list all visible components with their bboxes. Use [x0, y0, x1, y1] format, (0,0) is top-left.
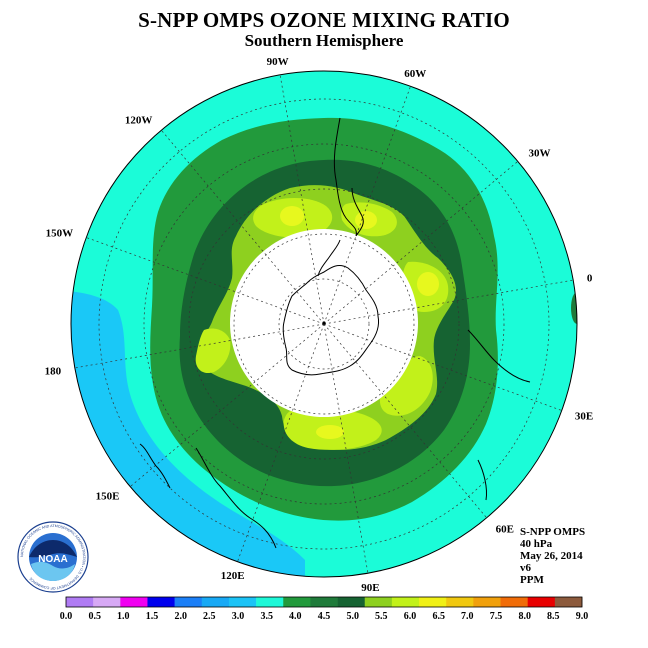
longitude-label: 30W: [529, 147, 551, 159]
color-scale-tick-label: 6.5: [432, 611, 445, 622]
color-scale-swatch: [120, 597, 148, 607]
color-scale-tick-label: 6.0: [404, 611, 417, 622]
color-scale-swatch: [310, 597, 338, 607]
color-scale-swatch: [337, 597, 366, 607]
longitude-label: 0: [587, 273, 593, 285]
latitude-circle: [233, 233, 415, 415]
color-scale-swatch: [527, 597, 556, 607]
color-scale-swatch: [147, 597, 175, 607]
south-pole-marker: [322, 321, 326, 325]
globe-outline: [70, 70, 578, 578]
color-scale-swatch: [500, 597, 528, 607]
color-scale-swatch: [256, 597, 284, 607]
meridian-line: [323, 279, 574, 325]
antarctica-coast: [282, 265, 379, 376]
info-units: PPM: [520, 574, 544, 586]
longitude-label: 180: [45, 365, 62, 377]
latitude-circle: [98, 98, 550, 550]
logo-wave-icon: [31, 561, 75, 581]
color-scale-swatch: [93, 597, 121, 607]
logo-wordmark: NOAA: [38, 554, 67, 565]
color-scale-tick-label: 8.5: [547, 611, 560, 622]
meridian-line: [86, 237, 325, 325]
meridian-line: [323, 86, 411, 325]
info-date: May 26, 2014: [520, 550, 583, 562]
color-scale-swatch: [446, 597, 474, 607]
color-scale-tick-label: 0.0: [60, 611, 73, 622]
meridian-line: [323, 161, 519, 325]
color-scale-tick-label: 8.0: [518, 611, 531, 622]
south-america-coast: [333, 117, 364, 237]
meridian-line: [237, 323, 325, 562]
africa-coast: [467, 329, 531, 383]
color-scale-swatch: [391, 597, 420, 607]
longitude-label: 90E: [361, 582, 379, 594]
australia-coast: [195, 447, 277, 549]
color-scale-swatch: [473, 597, 501, 607]
latitude-circle: [278, 278, 370, 370]
color-scale-tick-label: 4.5: [318, 611, 331, 622]
color-scale-swatch: [66, 597, 94, 607]
longitude-label: 60W: [404, 68, 426, 80]
meridian-line: [323, 323, 487, 519]
color-scale-tick-label: 7.5: [490, 611, 503, 622]
color-scale-tick-label: 4.0: [289, 611, 302, 622]
longitude-label: 120E: [221, 570, 245, 582]
color-scale-tick-label: 0.5: [88, 611, 101, 622]
color-scale-swatch: [201, 597, 230, 607]
latitude-circle: [143, 143, 505, 505]
longitude-label: 150E: [96, 491, 120, 503]
meridian-line: [161, 129, 325, 325]
meridian-line: [74, 323, 325, 369]
color-scale-swatch: [419, 597, 447, 607]
ozone-band-6.0-6.5: [280, 206, 439, 439]
map-subtitle: Southern Hemisphere: [244, 31, 404, 50]
color-scale-tick-label: 1.5: [146, 611, 159, 622]
longitude-label: 60E: [496, 524, 514, 536]
latitude-circle: [188, 188, 460, 460]
info-block: S-NPP OMPS 40 hPa May 26, 2014 v6 PPM: [520, 526, 585, 586]
color-scale-swatch: [283, 597, 311, 607]
noaa-logo: NOAA NATIONAL OCEANIC AND ATMOSPHERIC AD…: [17, 521, 89, 593]
longitude-label: 90W: [267, 56, 289, 68]
color-scale-tick-label: 2.5: [203, 611, 216, 622]
color-scale-tick-label: 7.0: [461, 611, 474, 622]
meridian-line: [323, 323, 562, 411]
longitude-label: 30E: [575, 410, 593, 422]
color-scale-tick-label: 1.0: [117, 611, 130, 622]
antarctic-peninsula: [317, 239, 341, 277]
color-scale-swatch: [174, 597, 203, 607]
info-pressure: 40 hPa: [520, 538, 553, 550]
color-scale-swatch: [228, 597, 257, 607]
coastlines: [139, 117, 531, 549]
color-scale-tick-label: 3.5: [260, 611, 273, 622]
info-instrument: S-NPP OMPS: [520, 526, 586, 538]
graticule: [74, 74, 574, 574]
color-scale-tick-label: 5.5: [375, 611, 388, 622]
nz-coast: [139, 443, 171, 489]
meridian-line: [129, 323, 325, 487]
color-scale: 0.0 0.5 1.0 1.5 2.0 2.5 3.0 3.5 4.0 4.5 5.0 5.5 6.0 6…: [60, 596, 589, 622]
color-scale-swatch: [364, 597, 393, 607]
madagascar-coast: [477, 459, 487, 501]
longitude-label: 120W: [125, 115, 153, 127]
color-scale-tick-label: 3.0: [232, 611, 245, 622]
meridian-line: [279, 74, 325, 325]
map-title: S-NPP OMPS OZONE MIXING RATIO: [138, 8, 510, 32]
longitude-labels: 90W 60W 30W 0 30E 60E 90E 120E 150E 180 150W 120W: [45, 56, 594, 594]
color-scale-frame: [65, 596, 583, 608]
color-scale-tick-label: 2.0: [174, 611, 187, 622]
meridian-line: [323, 323, 369, 574]
color-scale-tick-label: 9.0: [576, 611, 589, 622]
info-version: v6: [520, 562, 531, 574]
color-scale-swatch: [554, 597, 583, 607]
logo-bird-icon: [29, 540, 77, 558]
ozone-spot-east: [571, 292, 577, 324]
longitude-label: 150W: [46, 228, 74, 240]
color-scale-tick-label: 5.0: [346, 611, 359, 622]
